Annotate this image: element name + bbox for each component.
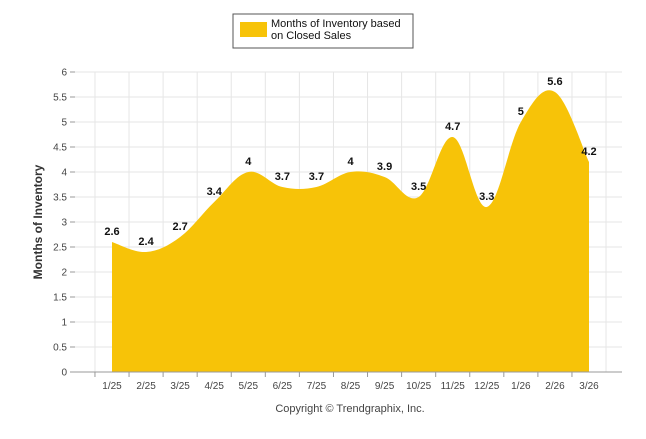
legend-label-line2: on Closed Sales [271,30,352,42]
data-label: 3.5 [411,181,426,193]
data-point[interactable] [417,195,421,199]
data-labels: 2.6 2.4 2.7 3.4 4 3.7 3.7 4 3.9 3.5 4.7 3.3 5 5.6 4.2 [104,76,596,254]
y-tick-label: 2.5 [53,243,67,254]
area-series-months-of-inventory[interactable] [112,90,589,372]
data-point[interactable] [349,170,353,174]
axes: 0 0.5 1 1.5 2 2.5 3 3.5 4 4.5 5 5.5 6 1/25 2/25 3/25 4/2… [53,68,622,392]
data-point[interactable] [280,185,284,189]
data-label: 3.9 [377,161,392,173]
y-tick-label: 1 [61,318,67,329]
y-tick-label: 3 [61,218,67,229]
data-point[interactable] [519,120,523,124]
data-label: 3.4 [207,186,223,198]
x-tick-label: 1/25 [102,381,122,392]
data-point[interactable] [246,170,250,174]
x-tick-label: 3/26 [579,381,599,392]
y-tick-label: 0.5 [53,343,67,354]
legend-label-line1: Months of Inventory based [271,18,401,30]
legend-swatch [240,22,267,37]
data-label: 3.7 [309,171,324,183]
data-point[interactable] [178,235,182,239]
data-label: 2.6 [104,226,119,238]
data-label: 5.6 [547,76,562,88]
data-point[interactable] [485,205,489,209]
copyright-footer: Copyright © Trendgraphix, Inc. [275,403,424,415]
legend[interactable]: Months of Inventory based on Closed Sale… [232,13,414,49]
x-tick-label: 12/25 [474,381,499,392]
data-label: 3.7 [275,171,290,183]
y-tick-label: 5.5 [53,93,67,104]
data-label: 2.7 [172,221,187,233]
data-label: 5 [518,106,524,118]
y-tick-label: 2 [61,268,67,279]
y-tick-label: 6 [61,68,67,79]
x-tick-label: 4/25 [204,381,224,392]
data-point[interactable] [383,175,387,179]
y-tick-label: 4 [61,168,67,179]
y-tick-label: 1.5 [53,293,67,304]
data-point[interactable] [144,250,148,254]
x-tick-label: 9/25 [375,381,395,392]
y-tick-label: 5 [61,118,67,129]
x-tick-label: 10/25 [406,381,431,392]
data-point[interactable] [110,240,114,244]
x-tick-label: 7/25 [307,381,327,392]
data-point[interactable] [587,160,591,164]
x-tick-label: 2/25 [136,381,156,392]
data-label: 4.7 [445,121,460,133]
data-label: 2.4 [138,236,154,248]
series-area [112,90,589,372]
data-label: 4 [245,156,252,168]
data-point[interactable] [212,200,216,204]
y-tick-label: 0 [61,368,67,379]
data-point[interactable] [451,135,455,139]
x-tick-label: 8/25 [341,381,361,392]
x-tick-label: 11/25 [441,381,466,392]
data-point[interactable] [314,185,318,189]
y-tick-label: 3.5 [53,193,67,204]
x-tick-label: 1/26 [511,381,531,392]
data-label: 4.2 [581,146,596,158]
x-tick-label: 2/26 [545,381,565,392]
data-label: 4 [347,156,354,168]
x-tick-label: 5/25 [239,381,259,392]
x-tick-label: 6/25 [273,381,293,392]
data-label: 3.3 [479,191,494,203]
y-tick-label: 4.5 [53,143,67,154]
x-tick-label: 3/25 [170,381,190,392]
data-point[interactable] [553,90,557,94]
y-axis-title: Months of Inventory [31,164,45,279]
